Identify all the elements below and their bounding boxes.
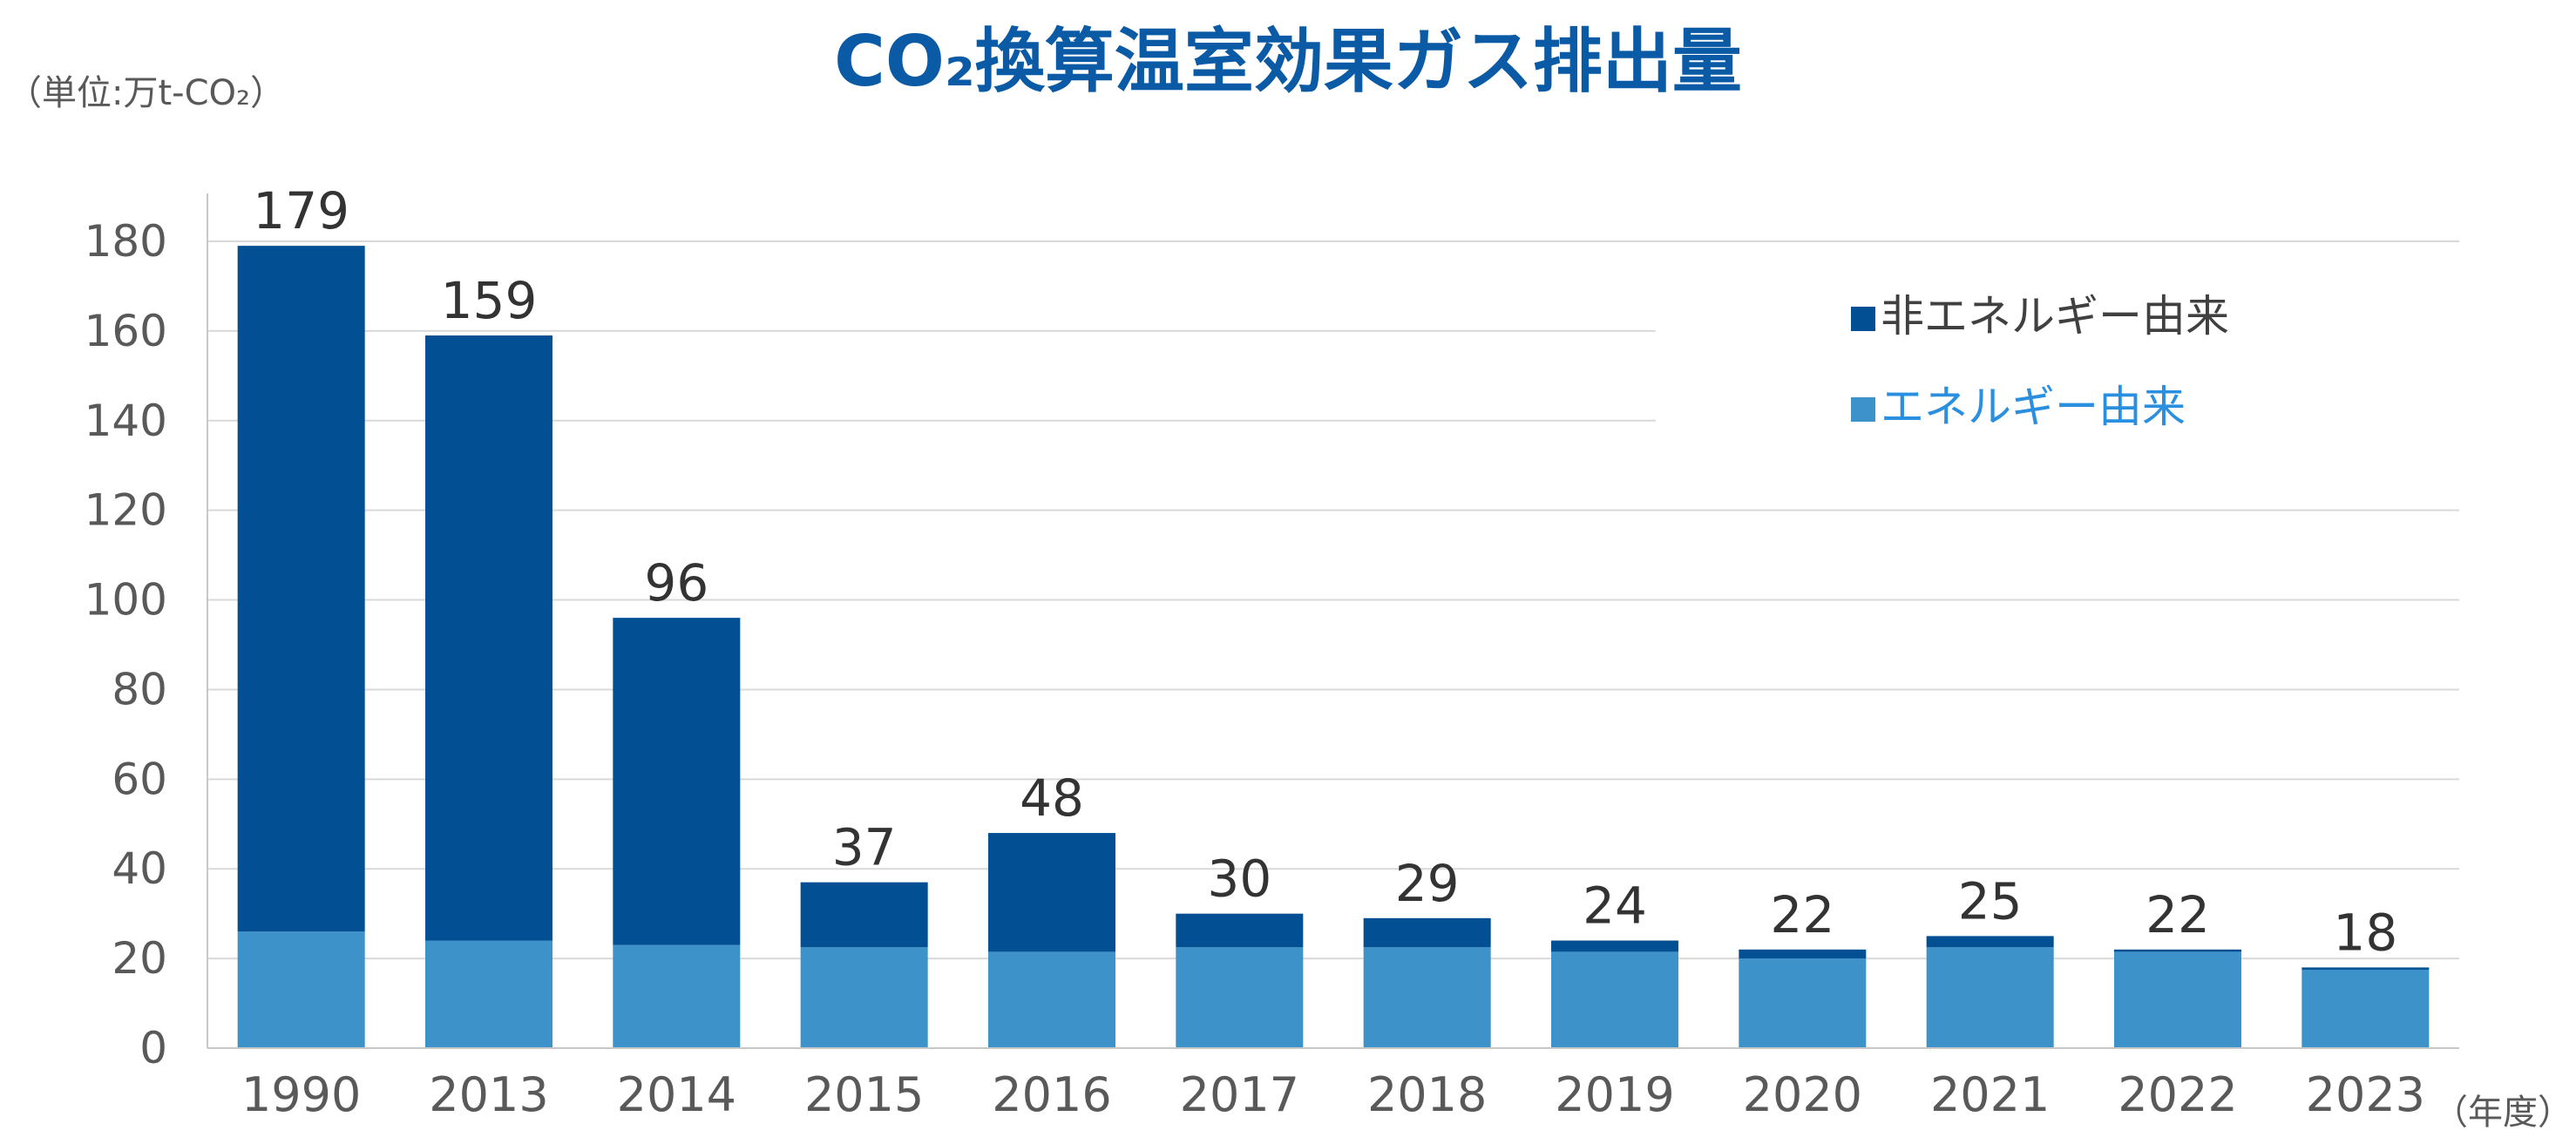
x-tick-label-2014: 2014 bbox=[617, 1067, 736, 1122]
y-axis-ticks: 0 20 40 60 80 100 120 140 160 180 bbox=[85, 216, 167, 1073]
total-label-2018: 29 bbox=[1395, 854, 1460, 913]
bar-non-energy-2022 bbox=[2114, 949, 2241, 952]
bar-energy-2022 bbox=[2114, 951, 2241, 1048]
bar-non-energy-2016 bbox=[988, 833, 1115, 952]
total-label-2019: 24 bbox=[1583, 876, 1647, 936]
x-tick-label-2019: 2019 bbox=[1555, 1067, 1674, 1122]
x-tick-label-2013: 2013 bbox=[429, 1067, 548, 1122]
x-tick-label-2017: 2017 bbox=[1180, 1067, 1299, 1122]
y-tick-label: 160 bbox=[85, 306, 167, 356]
bar-non-energy-2018 bbox=[1363, 917, 1491, 948]
total-label-2013: 159 bbox=[441, 271, 538, 330]
bar-non-energy-2019 bbox=[1551, 940, 1678, 952]
y-tick-label: 60 bbox=[112, 754, 167, 804]
x-tick-label-2023: 2023 bbox=[2306, 1067, 2425, 1122]
total-label-2021: 25 bbox=[1958, 871, 2023, 931]
x-tick-label-1990: 1990 bbox=[241, 1067, 361, 1122]
y-tick-label: 0 bbox=[139, 1023, 167, 1073]
total-label-2022: 22 bbox=[2146, 885, 2210, 944]
x-tick-label-2016: 2016 bbox=[992, 1067, 1111, 1122]
bar-non-energy-2020 bbox=[1739, 949, 1867, 959]
bar-energy-1990 bbox=[237, 931, 365, 1048]
bar-energy-2016 bbox=[988, 951, 1115, 1048]
y-tick-label: 100 bbox=[85, 575, 167, 626]
bar-non-energy-2023 bbox=[2301, 967, 2430, 970]
bar-energy-2023 bbox=[2301, 969, 2430, 1048]
x-tick-label-2018: 2018 bbox=[1367, 1067, 1487, 1122]
total-label-2016: 48 bbox=[1020, 768, 1084, 828]
bar-non-energy-2014 bbox=[613, 618, 741, 945]
x-tick-label-2015: 2015 bbox=[804, 1067, 924, 1122]
x-axis-unit-label: （年度） bbox=[2433, 1093, 2573, 1133]
bar-energy-2018 bbox=[1363, 947, 1491, 1048]
x-tick-label-2020: 2020 bbox=[1743, 1067, 1862, 1122]
y-tick-label: 20 bbox=[112, 933, 167, 984]
bars bbox=[237, 246, 2430, 1048]
x-tick-label-2021: 2021 bbox=[1930, 1067, 2050, 1122]
bar-non-energy-2015 bbox=[800, 882, 928, 948]
bar-non-energy-1990 bbox=[237, 246, 365, 932]
total-label-2017: 30 bbox=[1207, 849, 1271, 909]
total-labels: 179 159 96 37 48 30 29 24 22 25 22 18 bbox=[253, 181, 2397, 962]
y-tick-label: 80 bbox=[112, 664, 167, 714]
bar-non-energy-2013 bbox=[425, 335, 552, 941]
total-label-2020: 22 bbox=[1770, 885, 1834, 944]
y-tick-label: 120 bbox=[85, 485, 167, 536]
x-tick-label-2022: 2022 bbox=[2118, 1067, 2237, 1122]
bar-energy-2015 bbox=[800, 947, 928, 1048]
total-label-2015: 37 bbox=[832, 818, 897, 877]
bar-energy-2017 bbox=[1176, 947, 1304, 1048]
unit-label: （単位:万t-CO₂） bbox=[7, 73, 285, 113]
legend-label-energy: エネルギー由来 bbox=[1881, 382, 2186, 432]
bar-energy-2019 bbox=[1551, 951, 1678, 1048]
legend-swatch-energy bbox=[1851, 397, 1875, 422]
bar-non-energy-2017 bbox=[1176, 913, 1304, 948]
x-axis-ticks: 1990 2013 2014 2015 2016 2017 2018 2019 2020 2021… bbox=[241, 1067, 2425, 1122]
y-tick-label: 140 bbox=[85, 396, 167, 446]
total-label-2023: 18 bbox=[2333, 903, 2397, 962]
y-tick-label: 180 bbox=[85, 216, 167, 267]
legend-swatch-non-energy bbox=[1851, 307, 1875, 331]
legend-background bbox=[1656, 266, 2459, 492]
legend-label-non-energy: 非エネルギー由来 bbox=[1881, 291, 2229, 342]
total-label-1990: 179 bbox=[253, 181, 349, 240]
bar-energy-2013 bbox=[425, 940, 552, 1048]
bar-energy-2020 bbox=[1739, 958, 1867, 1048]
total-label-2014: 96 bbox=[644, 553, 708, 612]
chart-title: CO₂換算温室効果ガス排出量 bbox=[834, 21, 1742, 102]
bar-energy-2014 bbox=[613, 944, 741, 1048]
bar-energy-2021 bbox=[1926, 947, 2054, 1048]
gridlines bbox=[207, 240, 2459, 960]
y-tick-label: 40 bbox=[112, 843, 167, 894]
bar-non-energy-2021 bbox=[1926, 936, 2054, 948]
